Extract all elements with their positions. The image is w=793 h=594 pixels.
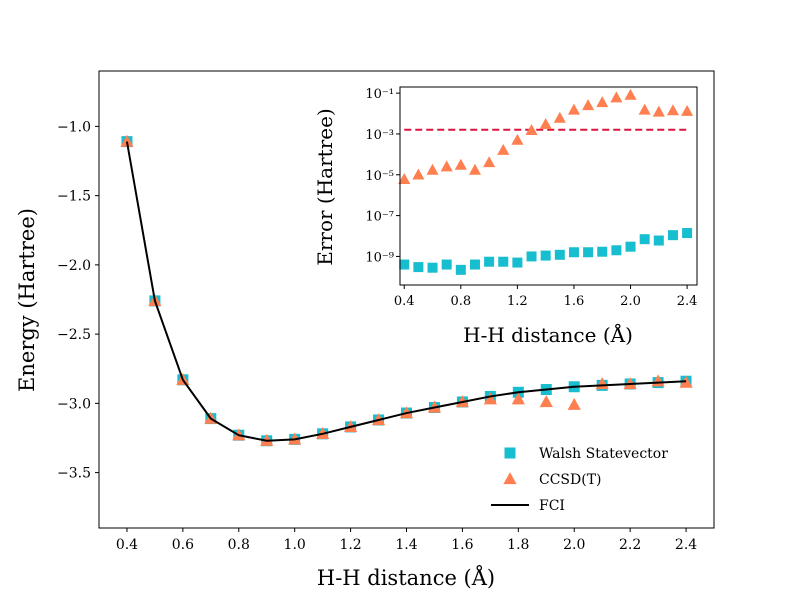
- legend: Walsh Statevector CCSD(T) FCI: [491, 446, 668, 514]
- inset-ccsd-t-point: [553, 111, 566, 123]
- main-x-tick-label: 0.6: [172, 537, 194, 553]
- inset-walsh-statevector-point: [568, 247, 579, 258]
- main-y-tick-label: −3.0: [57, 396, 91, 412]
- main-y-tick-label: −1.0: [57, 119, 91, 135]
- inset-ccsd-t-point: [511, 133, 524, 145]
- main-x-tick-label: 2.2: [619, 537, 641, 553]
- inset-y-tick-label: 10⁻¹: [365, 87, 394, 102]
- legend-ccsd-t-swatch: [503, 472, 517, 485]
- inset-ccsd-t-point: [483, 156, 496, 168]
- main-plot: 0.4 0.6 0.8 1.0 1.2 1.4 1.6 1.8 2.0 2.2 2.4 −1.0−1…: [15, 70, 715, 590]
- inset-ccsd-t-point: [596, 96, 609, 108]
- main-y-tick-label: −3.5: [57, 466, 91, 482]
- inset-walsh-statevector-point: [653, 235, 664, 246]
- inset-ccsd-t-point: [610, 91, 623, 103]
- inset-ccsd-t-point: [652, 105, 665, 117]
- main-plot-area: [120, 134, 693, 447]
- inset-x-tick-label: 2.4: [677, 294, 698, 309]
- inset-ccsd-t-point: [624, 88, 637, 100]
- inset-y-tick-label: 10⁻⁷: [365, 210, 394, 225]
- ccsd-t-point: [120, 134, 134, 147]
- inset-walsh-statevector-point: [554, 249, 565, 260]
- inset-ccsd-t-point: [638, 103, 651, 115]
- inset-walsh-statevector-point: [625, 241, 636, 252]
- inset-ccsd-t-point: [426, 163, 439, 175]
- ccsd-t-point: [539, 395, 553, 408]
- legend-label: FCI: [539, 498, 565, 514]
- inset-ccsd-t-point: [567, 103, 581, 115]
- inset-walsh-statevector-point: [597, 246, 608, 257]
- inset-walsh-statevector-point: [399, 259, 410, 270]
- inset-y-tick-label: 10⁻³: [365, 128, 394, 143]
- inset-walsh-statevector-point: [455, 264, 466, 275]
- main-x-tick-label: 0.4: [116, 537, 138, 553]
- inset-x-tick-label: 1.2: [507, 294, 528, 309]
- inset-walsh-statevector-point: [498, 256, 509, 267]
- main-x-tick-label: 1.0: [284, 537, 306, 553]
- inset-walsh-statevector-point: [469, 259, 480, 270]
- inset-y-axis-label: Error (Hartree): [313, 108, 337, 265]
- inset-ccsd-t-point: [468, 163, 482, 175]
- inset-axes-frame: [399, 86, 698, 286]
- main-x-tick-label: 1.8: [507, 537, 529, 553]
- inset-ccsd-t-point: [666, 104, 680, 116]
- inset-ccsd-t-point: [582, 99, 595, 111]
- inset-walsh-statevector-point: [526, 251, 537, 262]
- main-x-tick-label: 1.6: [451, 537, 473, 553]
- inset-x-tick-label: 2.0: [620, 294, 641, 309]
- inset-y-tick-label: 10⁻⁹: [365, 250, 394, 265]
- inset-ccsd-t-point: [681, 104, 694, 116]
- inset-walsh-statevector-point: [667, 230, 678, 241]
- inset-ccsd-t-point: [454, 158, 467, 170]
- inset-walsh-statevector-point: [441, 259, 452, 270]
- inset-x-tick-label: 0.4: [394, 294, 415, 309]
- inset-walsh-statevector-point: [484, 256, 495, 267]
- inset-walsh-statevector-point: [413, 262, 424, 273]
- ccsd-t-point: [511, 392, 525, 405]
- main-x-axis-label: H-H distance (Å): [317, 565, 495, 590]
- inset-y-tick-label: 10⁻⁵: [365, 169, 394, 184]
- ccsd-t-point: [483, 392, 497, 405]
- inset-walsh-statevector-point: [682, 228, 693, 239]
- inset-plot: 0.4 0.8 1.2 1.6 2.0 2.4 10⁻¹10⁻³10⁻⁵10⁻⁷10⁻⁹ …: [313, 86, 698, 347]
- inset-y-axis-ticks: 10⁻¹ 10⁻³ 10⁻⁵ 10⁻⁷ 10⁻⁹: [365, 87, 400, 265]
- inset-walsh-statevector-point: [540, 250, 551, 261]
- inset-x-axis-ticks: 0.4 0.8 1.2 1.6 2.0 2.4: [394, 285, 698, 309]
- main-x-tick-label: 1.2: [339, 537, 361, 553]
- inset-walsh-statevector-point: [427, 262, 438, 273]
- inset-x-tick-label: 1.6: [564, 294, 585, 309]
- inset-ccsd-t-point: [440, 160, 453, 172]
- inset-x-axis-label: H-H distance (Å): [463, 322, 633, 347]
- main-x-tick-label: 1.4: [395, 537, 417, 553]
- main-y-axis-ticks: −1.0 −1.5 −2.0 −2.5 −3.0 −3.5: [57, 119, 99, 482]
- main-x-tick-label: 0.8: [228, 537, 250, 553]
- inset-walsh-statevector-point: [583, 247, 594, 258]
- inset-ccsd-t-point: [398, 173, 411, 185]
- inset-walsh-statevector-point: [512, 257, 523, 268]
- main-y-tick-label: −2.5: [57, 327, 91, 343]
- main-y-axis-label: Energy (Hartree): [15, 208, 39, 392]
- inset-walsh-statevector-point: [611, 245, 622, 256]
- inset-walsh-statevector-point: [639, 234, 650, 245]
- main-x-tick-label: 2.4: [675, 537, 697, 553]
- legend-walsh-statevector-swatch: [504, 447, 516, 459]
- inset-plot-area: [398, 88, 694, 275]
- fci-line: [125, 141, 687, 442]
- legend-label: Walsh Statevector: [539, 446, 668, 462]
- main-y-tick-label: −2.0: [57, 258, 91, 274]
- main-y-tick-label: −1.5: [57, 189, 91, 205]
- inset-ccsd-t-point: [539, 117, 552, 129]
- inset-ccsd-t-point: [412, 168, 425, 180]
- main-x-tick-label: 2.0: [563, 537, 585, 553]
- inset-x-tick-label: 0.8: [450, 294, 471, 309]
- ccsd-t-point: [567, 397, 581, 410]
- inset-ccsd-t-point: [525, 124, 538, 136]
- main-x-axis-ticks: 0.4 0.6 0.8 1.0 1.2 1.4 1.6 1.8 2.0 2.2 2.4: [116, 528, 697, 553]
- legend-label: CCSD(T): [539, 472, 602, 488]
- inset-ccsd-t-point: [497, 143, 510, 155]
